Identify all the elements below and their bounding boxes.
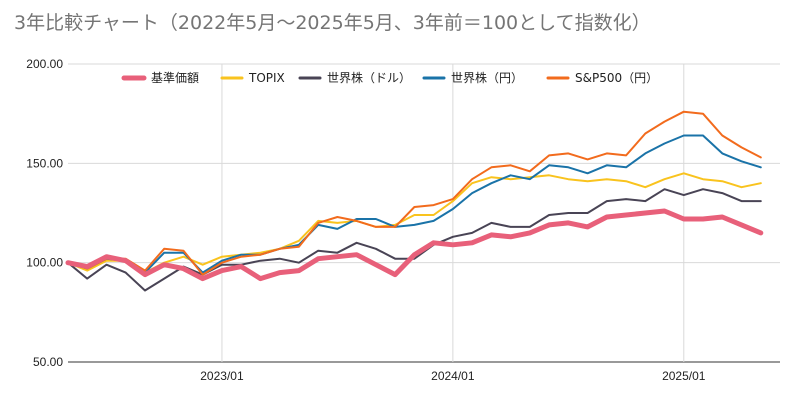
y-tick-label: 100.00 (26, 256, 63, 270)
y-tick-label: 150.00 (26, 156, 63, 170)
x-tick-label: 2023/01 (200, 369, 244, 383)
chart-title: 3年比較チャート（2022年5月〜2025年5月、3年前＝100として指数化） (14, 12, 651, 34)
y-tick-label: 50.00 (33, 355, 63, 369)
series-line (67, 110, 762, 276)
x-tick-label: 2025/01 (662, 369, 706, 383)
legend-label: 基準価額 (151, 70, 199, 85)
x-tick-label: 2024/01 (431, 369, 475, 383)
series-line (65, 208, 764, 282)
legend: 基準価額 TOPIX 世界株（ドル） 世界株（円） S&P500（円） (121, 70, 658, 85)
legend-label: TOPIX (248, 71, 285, 85)
series-line (67, 188, 762, 292)
series-lines (65, 110, 764, 292)
legend-label: 世界株（円） (451, 70, 523, 85)
series-line (67, 134, 762, 274)
grid-lines (68, 63, 780, 363)
y-tick-label: 200.00 (26, 57, 63, 71)
legend-label: 世界株（ドル） (327, 70, 411, 85)
axis-labels: 50.00 100.00 150.00 200.00 2023/01 2024/01 202… (26, 57, 705, 383)
legend-label: S&P500（円） (575, 71, 658, 85)
series-line (67, 172, 762, 274)
